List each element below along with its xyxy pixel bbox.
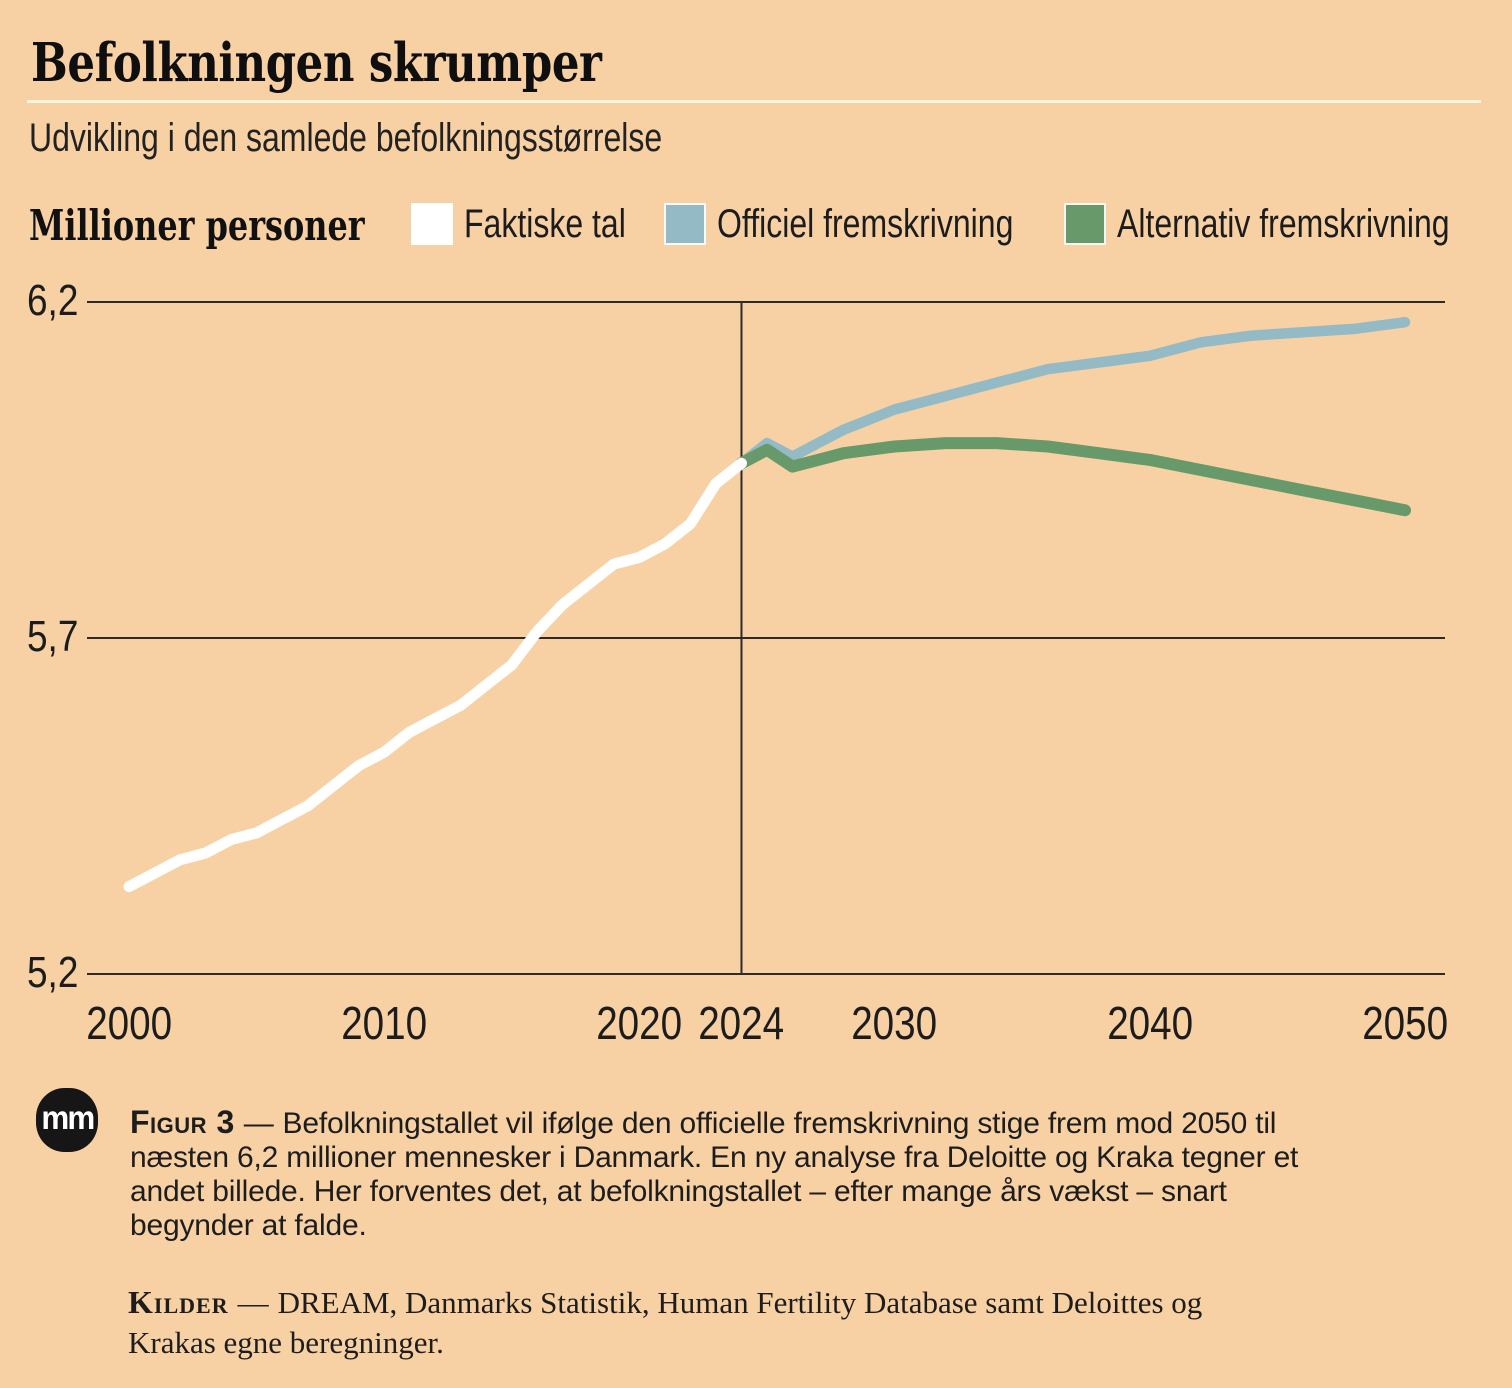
- sources-label: Kilder: [128, 1284, 229, 1320]
- x-tick-label-2010: 2010: [304, 1000, 464, 1046]
- x-tick-text-2010: 2010: [341, 997, 428, 1049]
- sources-line: Kilder — DREAM, Danmarks Statistik, Human …: [128, 1282, 1202, 1323]
- series-line-alternativ-fremskrivning: [735, 437, 1411, 517]
- x-tick-text-2024: 2024: [698, 997, 785, 1049]
- legend-label-alternativ-fremskrivning: Alternativ fremskrivning: [1117, 202, 1450, 246]
- series-line-officiel-fremskrivning: [736, 316, 1411, 469]
- subtitle: Udvikling i den samlede befolkningsstørr…: [29, 116, 663, 160]
- x-tick-label-2030: 2030: [815, 1000, 975, 1046]
- x-tick-text-2030: 2030: [851, 997, 938, 1049]
- series-line-faktiske-tal: [123, 457, 747, 893]
- sources-note: Kilder — DREAM, Danmarks Statistik, Human …: [128, 1282, 1202, 1363]
- caption-text: Befolkningstallet vil ifølge den officie…: [282, 1107, 1277, 1140]
- caption-separator: —: [243, 1107, 274, 1140]
- caption-line: andet billede. Her forventes det, at bef…: [130, 1175, 1227, 1208]
- legend-swatch-faktiske-tal: [411, 203, 453, 245]
- x-tick-label-2040: 2040: [1070, 1000, 1230, 1046]
- x-tick-text-2000: 2000: [86, 997, 172, 1049]
- title-rule: [27, 100, 1481, 103]
- page-title: Befolkningen skrumper: [31, 32, 602, 94]
- caption-line: begynder at falde.: [130, 1209, 367, 1242]
- x-tick-text-2040: 2040: [1106, 997, 1193, 1049]
- x-tick-label-2050: 2050: [1325, 1000, 1485, 1046]
- legend-swatch-officiel-fremskrivning: [664, 203, 706, 245]
- figure-caption: Figur 3— Befolkningstallet vil ifølge den…: [130, 1105, 1298, 1243]
- x-tick-label-2000: 2000: [49, 1000, 209, 1046]
- x-tick-label-2020: 2020: [559, 1000, 719, 1046]
- mm-logo-text: mm: [41, 1099, 95, 1136]
- sources-separator: —: [237, 1285, 269, 1320]
- y-axis-title: Millioner personer: [29, 201, 365, 250]
- sources-line: Krakas egne beregninger.: [128, 1325, 444, 1360]
- figure-label: Figur 3: [130, 1104, 235, 1140]
- legend-label-officiel-fremskrivning: Officiel fremskrivning: [717, 202, 1014, 246]
- mm-logo: mm: [36, 1088, 98, 1152]
- y-tick-label-5-2: 5,2: [27, 948, 79, 997]
- x-tick-text-2020: 2020: [596, 997, 683, 1049]
- caption-line: næsten 6,2 millioner mennesker i Danmark…: [130, 1141, 1299, 1174]
- x-tick-text-2050: 2050: [1362, 997, 1448, 1049]
- caption-line: Figur 3— Befolkningstallet vil ifølge den…: [130, 1105, 1298, 1141]
- x-tick-label-2024: 2024: [661, 1000, 821, 1046]
- y-tick-label-6-2: 6,2: [27, 276, 79, 325]
- legend-label-faktiske-tal: Faktiske tal: [464, 202, 626, 246]
- y-tick-label-5-7: 5,7: [27, 612, 79, 661]
- legend-swatch-alternativ-fremskrivning: [1064, 203, 1106, 245]
- sources-text: DREAM, Danmarks Statistik, Human Fertili…: [277, 1285, 1203, 1320]
